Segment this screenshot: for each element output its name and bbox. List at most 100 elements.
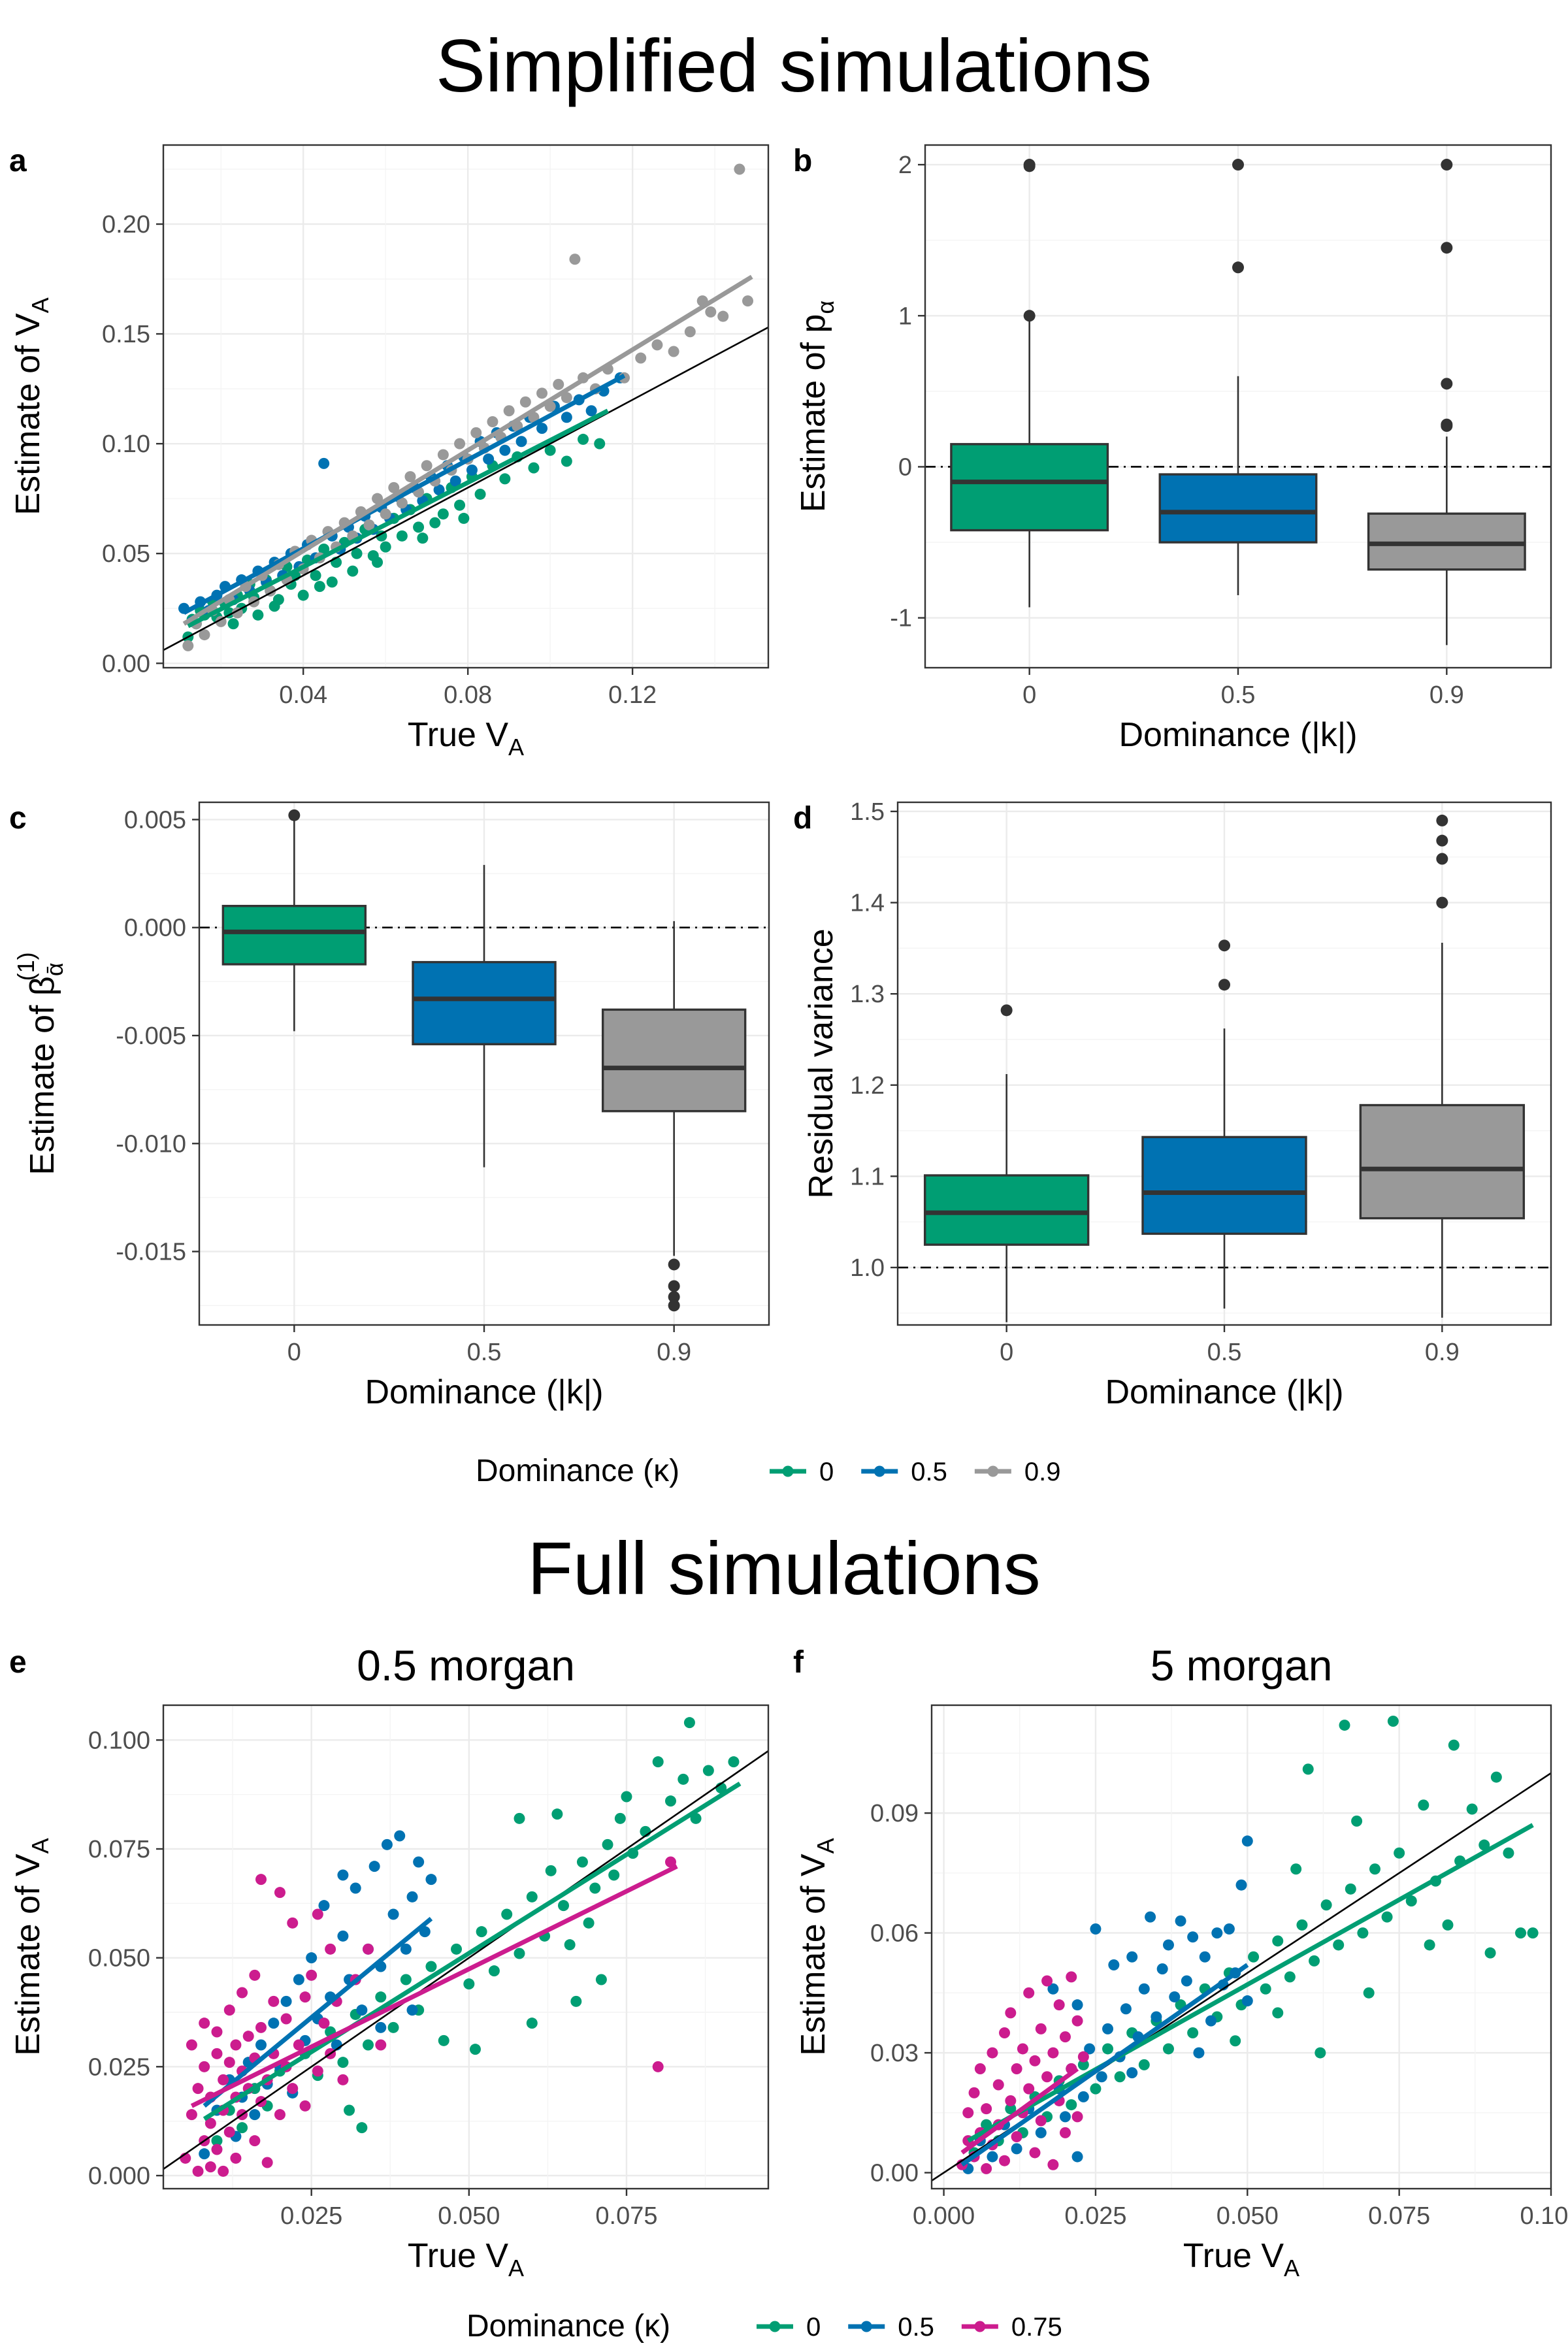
data-point: [635, 352, 647, 364]
data-point: [578, 433, 589, 445]
data-point: [425, 1961, 437, 1972]
box-0: [923, 1174, 1090, 1246]
x-axis-label: Dominance (|k|): [1119, 716, 1357, 754]
data-point: [299, 2100, 311, 2112]
data-point: [192, 2165, 204, 2177]
data-point: [274, 2109, 286, 2121]
x-tick-label: 0.025: [280, 2202, 342, 2230]
identity-line: [932, 1772, 1551, 2182]
data-point: [1351, 1815, 1363, 1827]
data-point: [318, 2017, 330, 2029]
y-tick-label: 1: [898, 302, 912, 330]
outlier-point: [1000, 1004, 1013, 1017]
data-point: [551, 1808, 563, 1820]
panel-frame: [162, 144, 770, 669]
y-tick-label: -1: [890, 605, 912, 632]
x-tick-label: 0.9: [657, 1339, 691, 1366]
data-point: [1066, 2099, 1077, 2111]
data-point: [1102, 2023, 1114, 2034]
panel-title-e: 0.5 morgan: [357, 1641, 575, 1690]
data-point: [388, 482, 400, 493]
data-point: [1041, 1975, 1053, 1987]
outlier-point: [1023, 159, 1036, 171]
panel-a: 0.00 0.05 0.10 0.15 0.20 0.04 0.08 0.12 True VA E…: [9, 144, 770, 760]
data-point: [987, 2151, 998, 2163]
data-point: [488, 1965, 500, 1977]
data-point: [1120, 2003, 1132, 2015]
y-tick-label: 0.050: [88, 1945, 150, 1972]
data-point: [1096, 2071, 1107, 2083]
data-point: [717, 310, 729, 322]
legend-entry-0.5: 0.5: [861, 1458, 947, 1486]
data-point: [570, 1995, 582, 2007]
fit-line-0.75: [960, 2066, 1079, 2155]
data-point: [404, 471, 416, 483]
panel-tag-d: d: [793, 801, 812, 836]
data-point: [1071, 2015, 1083, 2027]
data-point: [218, 2074, 229, 2085]
data-point: [1515, 1927, 1527, 1939]
data-point: [1011, 2131, 1022, 2142]
data-point: [1272, 2007, 1284, 2019]
y-axis-label: Estimate of VA: [9, 297, 54, 515]
data-point: [1478, 1839, 1490, 1851]
panel-tag-b: b: [793, 144, 812, 178]
y-axis-label: Estimate of VA: [794, 1838, 839, 2055]
data-point: [1035, 2127, 1047, 2138]
data-point: [469, 2044, 481, 2055]
x-axis-label: True VA: [408, 2237, 524, 2281]
panel-d: 1.0 1.1 1.2 1.3 1.4 1.5 0 0.5 0.9 Dominance (|k|)…: [793, 798, 1552, 1411]
plot-area-a: [163, 163, 768, 651]
data-point: [287, 1917, 299, 1929]
data-point: [230, 2039, 242, 2051]
data-point: [1333, 1939, 1345, 1951]
data-point: [683, 1717, 695, 1729]
legend-label: 0.5: [898, 2313, 934, 2342]
data-point: [458, 512, 470, 524]
panel-f: 0.00 0.03 0.06 0.09 0.000 0.025 0.050 0.075 0.10…: [793, 1641, 1568, 2281]
x-tick-label: 0: [287, 1339, 301, 1366]
data-point: [558, 1900, 570, 1912]
data-point: [728, 1756, 740, 1768]
y-tick-label: 0.03: [870, 2040, 919, 2067]
data-point: [1047, 2159, 1059, 2170]
data-point: [651, 339, 663, 351]
data-point: [199, 2017, 210, 2029]
legend-key-point: [860, 2321, 872, 2332]
data-point: [306, 1969, 318, 1981]
data-point: [1162, 2043, 1174, 2055]
data-point: [1005, 2103, 1017, 2115]
data-point: [380, 541, 391, 553]
data-point: [1309, 1955, 1320, 1967]
x-tick-label: 0.04: [279, 681, 327, 709]
panel-frame: [162, 1704, 770, 2190]
y-tick-label: 0.000: [88, 2163, 150, 2190]
data-point: [519, 396, 531, 408]
data-point: [237, 1987, 248, 1999]
fit-line-0: [203, 1782, 742, 2121]
data-point: [987, 2047, 998, 2059]
data-point: [690, 1812, 702, 1824]
data-point: [186, 2039, 197, 2051]
data-point: [1345, 1883, 1356, 1895]
box-0.5: [412, 960, 557, 1045]
data-point: [1126, 2067, 1138, 2079]
data-point: [1138, 1983, 1150, 1995]
data-point: [1035, 2023, 1047, 2034]
data-point: [470, 427, 482, 438]
data-point: [483, 453, 495, 465]
data-point: [487, 416, 498, 428]
y-axis-label: Estimate of βᾱ(1): [12, 952, 68, 1175]
y-tick-label: -0.015: [116, 1239, 186, 1266]
data-point: [1260, 1983, 1271, 1995]
data-point: [1424, 1939, 1435, 1951]
fit-line-0.5: [203, 1916, 433, 2108]
data-point: [652, 2061, 664, 2072]
data-point: [394, 1830, 406, 1842]
series-0.5: [199, 1830, 437, 2160]
data-point: [981, 2103, 992, 2115]
fit-line-0.5: [960, 1963, 1249, 2167]
data-point: [1090, 1923, 1102, 1935]
outlier-point: [1441, 378, 1453, 390]
y-tick-label: 1.0: [850, 1254, 885, 1282]
